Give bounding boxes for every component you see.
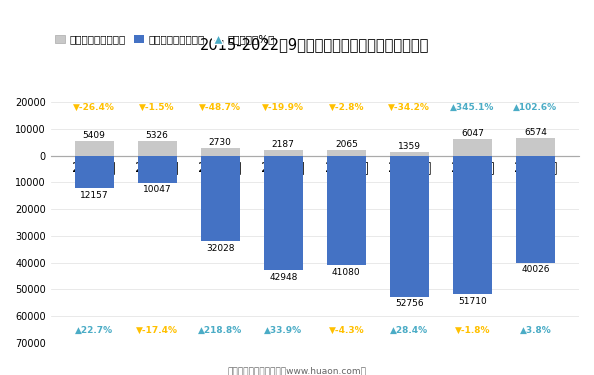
Text: ▲28.4%: ▲28.4% bbox=[390, 326, 428, 335]
Text: 12157: 12157 bbox=[80, 191, 109, 200]
Bar bbox=[201, 156, 240, 241]
Bar bbox=[75, 141, 113, 156]
Legend: 出口总额（万美元）, 进口总额（万美元）, 同比增长（%）: 出口总额（万美元）, 进口总额（万美元）, 同比增长（%） bbox=[50, 30, 279, 49]
Bar bbox=[390, 156, 429, 297]
Bar bbox=[138, 141, 177, 156]
Text: ▼-1.8%: ▼-1.8% bbox=[454, 326, 490, 335]
Text: 40026: 40026 bbox=[521, 265, 549, 274]
Text: ▼-26.4%: ▼-26.4% bbox=[73, 102, 115, 111]
Title: 2015-2022年9月宁波前湾综合保税区进、出口额: 2015-2022年9月宁波前湾综合保税区进、出口额 bbox=[200, 38, 429, 52]
Text: ▼-17.4%: ▼-17.4% bbox=[136, 326, 178, 335]
Text: 5409: 5409 bbox=[83, 131, 106, 140]
Text: 51710: 51710 bbox=[458, 297, 486, 306]
Bar bbox=[327, 156, 366, 266]
Text: ▲345.1%: ▲345.1% bbox=[450, 102, 495, 111]
Text: 52756: 52756 bbox=[395, 299, 424, 308]
Text: ▼-4.3%: ▼-4.3% bbox=[328, 326, 364, 335]
Text: ▲22.7%: ▲22.7% bbox=[75, 326, 113, 335]
Text: 1359: 1359 bbox=[398, 142, 421, 151]
Text: ▼-1.5%: ▼-1.5% bbox=[140, 102, 175, 111]
Bar bbox=[201, 148, 240, 156]
Text: 6047: 6047 bbox=[461, 129, 484, 138]
Bar bbox=[453, 140, 492, 156]
Text: 制图：华经产业研究院（www.huaon.com）: 制图：华经产业研究院（www.huaon.com） bbox=[228, 366, 366, 375]
Text: 2730: 2730 bbox=[209, 138, 232, 147]
Bar bbox=[75, 156, 113, 188]
Text: 2065: 2065 bbox=[335, 140, 358, 149]
Bar bbox=[516, 156, 555, 262]
Bar bbox=[390, 152, 429, 156]
Text: 42948: 42948 bbox=[269, 273, 298, 282]
Bar bbox=[327, 150, 366, 156]
Text: 10047: 10047 bbox=[143, 185, 172, 194]
Bar bbox=[264, 150, 303, 156]
Text: ▲102.6%: ▲102.6% bbox=[513, 102, 558, 111]
Text: ▲218.8%: ▲218.8% bbox=[198, 326, 242, 335]
Bar bbox=[453, 156, 492, 294]
Text: 5326: 5326 bbox=[146, 131, 169, 140]
Bar bbox=[138, 156, 177, 183]
Text: ▼-2.8%: ▼-2.8% bbox=[328, 102, 364, 111]
Text: ▼-34.2%: ▼-34.2% bbox=[388, 102, 430, 111]
Text: 2187: 2187 bbox=[272, 140, 295, 149]
Bar bbox=[516, 138, 555, 156]
Text: 32028: 32028 bbox=[206, 244, 235, 253]
Text: ▲3.8%: ▲3.8% bbox=[520, 326, 551, 335]
Text: 41080: 41080 bbox=[332, 268, 361, 277]
Bar bbox=[264, 156, 303, 270]
Text: ▼-48.7%: ▼-48.7% bbox=[199, 102, 241, 111]
Text: 6574: 6574 bbox=[524, 128, 547, 137]
Text: ▼-19.9%: ▼-19.9% bbox=[263, 102, 304, 111]
Text: ▲33.9%: ▲33.9% bbox=[264, 326, 302, 335]
